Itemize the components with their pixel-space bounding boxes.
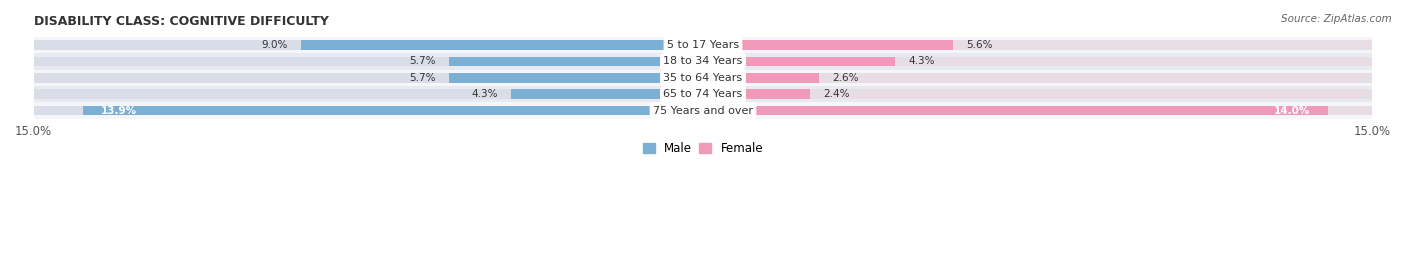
Bar	[34, 106, 703, 116]
Text: 13.9%: 13.9%	[100, 106, 136, 116]
Bar	[703, 106, 1372, 116]
Text: 5.6%: 5.6%	[966, 40, 993, 50]
Bar	[703, 40, 953, 50]
Text: 5.7%: 5.7%	[409, 73, 436, 83]
Text: Source: ZipAtlas.com: Source: ZipAtlas.com	[1281, 14, 1392, 23]
Bar	[34, 37, 1372, 53]
Bar	[34, 40, 703, 50]
Legend: Male, Female: Male, Female	[638, 137, 768, 160]
Bar	[34, 56, 703, 66]
Bar	[449, 73, 703, 83]
Bar	[34, 89, 703, 99]
Text: 14.0%: 14.0%	[1274, 106, 1310, 116]
Text: 9.0%: 9.0%	[262, 40, 288, 50]
Text: 75 Years and over: 75 Years and over	[652, 106, 754, 116]
Bar	[703, 40, 1372, 50]
Text: 65 to 74 Years: 65 to 74 Years	[664, 89, 742, 99]
Text: 2.4%: 2.4%	[824, 89, 851, 99]
Bar	[703, 89, 810, 99]
Bar	[703, 89, 1372, 99]
Bar	[34, 53, 1372, 70]
Bar	[34, 73, 703, 83]
Bar	[301, 40, 703, 50]
Bar	[34, 86, 1372, 102]
Text: 4.3%: 4.3%	[471, 89, 498, 99]
Bar	[512, 89, 703, 99]
Bar	[449, 56, 703, 66]
Bar	[83, 106, 703, 116]
Bar	[703, 106, 1327, 116]
Bar	[703, 73, 1372, 83]
Text: 4.3%: 4.3%	[908, 56, 935, 66]
Text: DISABILITY CLASS: COGNITIVE DIFFICULTY: DISABILITY CLASS: COGNITIVE DIFFICULTY	[34, 15, 329, 28]
Bar	[703, 56, 894, 66]
Text: 35 to 64 Years: 35 to 64 Years	[664, 73, 742, 83]
Text: 2.6%: 2.6%	[832, 73, 859, 83]
Text: 5.7%: 5.7%	[409, 56, 436, 66]
Bar	[34, 70, 1372, 86]
Bar	[34, 102, 1372, 119]
Text: 18 to 34 Years: 18 to 34 Years	[664, 56, 742, 66]
Bar	[703, 73, 820, 83]
Text: 5 to 17 Years: 5 to 17 Years	[666, 40, 740, 50]
Bar	[703, 56, 1372, 66]
